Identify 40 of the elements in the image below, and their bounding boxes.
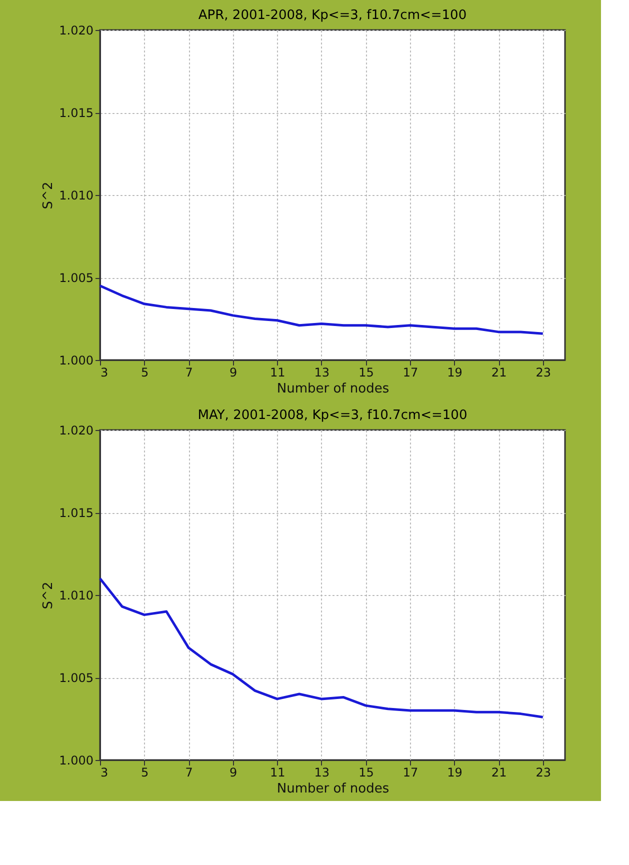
line-series (98, 284, 544, 335)
y-axis-title: S^2 (41, 582, 56, 610)
x-tick-label: 5 (140, 766, 149, 780)
x-tick-label: 21 (491, 366, 507, 380)
x-tick-label: 5 (140, 366, 149, 380)
x-tick-label: 13 (314, 766, 330, 780)
x-tick-label: 15 (358, 766, 374, 780)
y-tick-label: 1.015 (59, 506, 94, 520)
x-tick-label: 9 (230, 766, 238, 780)
x-tick-label: 23 (536, 766, 551, 780)
x-tick-label: 23 (536, 366, 551, 380)
x-tick-label: 13 (314, 366, 330, 380)
y-tick-label: 1.000 (59, 754, 94, 768)
y-axis-title: S^2 (41, 182, 56, 210)
y-tick-label: 1.015 (59, 106, 94, 120)
x-tick-label: 19 (447, 366, 462, 380)
chart-title: APR, 2001-2008, Kp<=3, f10.7cm<=100 (198, 8, 467, 23)
y-tick-label: 1.020 (59, 24, 94, 38)
x-tick-label: 9 (230, 366, 238, 380)
x-tick-label: 11 (270, 366, 286, 380)
y-tick-label: 1.020 (59, 424, 94, 438)
y-tick-label: 1.010 (59, 588, 94, 602)
line-series (98, 577, 544, 718)
x-tick-label: 17 (402, 366, 418, 380)
x-tick-label: 15 (358, 366, 374, 380)
y-tick-label: 1.010 (59, 188, 94, 202)
x-tick-label: 19 (447, 766, 462, 780)
x-axis-title: Number of nodes (276, 382, 390, 396)
x-tick-label: 3 (100, 366, 108, 380)
y-tick-label: 1.005 (59, 671, 94, 685)
y-tick-label: 1.000 (59, 354, 94, 368)
x-tick-label: 3 (100, 766, 108, 780)
chart-title: MAY, 2001-2008, Kp<=3, f10.7cm<=100 (198, 408, 468, 423)
x-tick-label: 11 (270, 766, 286, 780)
x-tick-label: 21 (491, 766, 507, 780)
y-tick-label: 1.005 (59, 271, 94, 285)
x-tick-label: 17 (402, 766, 418, 780)
x-tick-label: 7 (185, 366, 193, 380)
x-axis-title: Number of nodes (276, 782, 390, 796)
x-tick-label: 7 (185, 766, 193, 780)
